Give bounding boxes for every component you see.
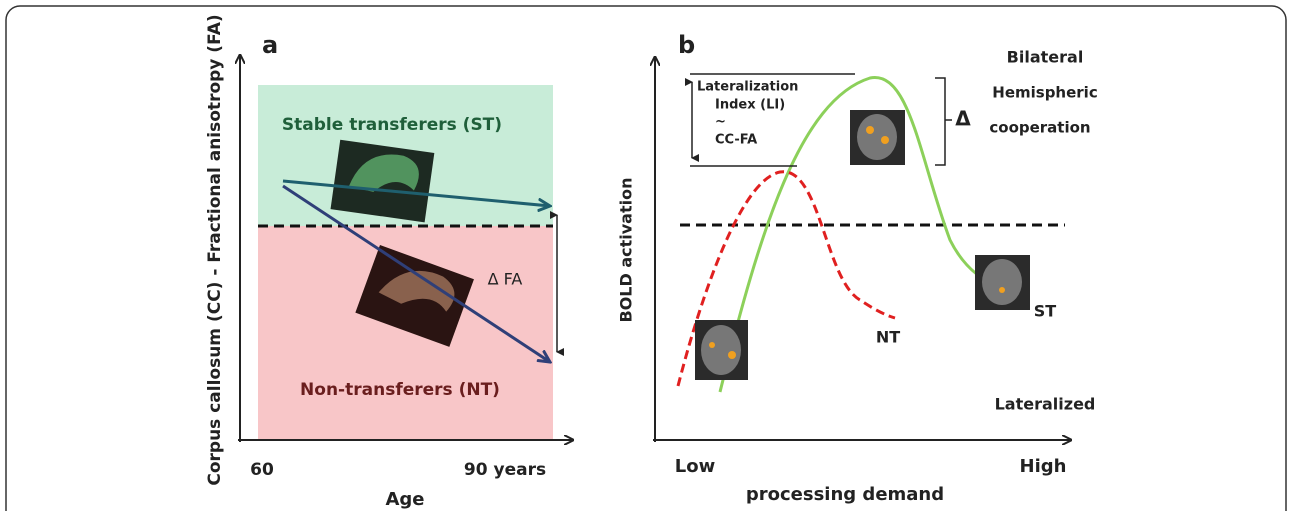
x-tick-label: High [1020, 456, 1067, 477]
panel-label: a [262, 31, 278, 59]
nt-label: NT [876, 328, 900, 347]
st-label: ST [1034, 302, 1057, 321]
cooperation-label: Hemispheric [992, 84, 1097, 102]
li-text: ~ [715, 115, 726, 130]
group-label: Non-transferers (NT) [300, 380, 500, 400]
lateralized-label: Lateralized [995, 395, 1096, 414]
delta-label: Δ FA [488, 270, 523, 289]
frame [6, 6, 1286, 511]
li-text: Index (LI) [715, 98, 785, 113]
bracket [935, 78, 952, 165]
group-label: Stable transferers (ST) [282, 115, 502, 135]
li-text: Lateralization [697, 80, 798, 95]
panel-label: b [678, 31, 695, 59]
bilateral-label: Bilateral [1007, 48, 1084, 67]
brain-image [331, 140, 435, 223]
figure: a Stable transferers (ST) Non-transferer… [0, 0, 1292, 511]
y-axis-label: BOLD activation [617, 178, 636, 323]
li-text: CC-FA [715, 133, 757, 148]
delta-label: Δ [955, 107, 971, 131]
x-axis-label: Age [385, 489, 424, 510]
x-tick-label: 60 [250, 460, 274, 480]
x-axis-label: processing demand [746, 484, 944, 505]
x-tick-label: Low [675, 456, 715, 477]
x-tick-label: 90 years [464, 460, 546, 480]
y-axis-label: Corpus callosum (CC) - Fractional anisot… [205, 14, 225, 485]
cooperation-label: cooperation [989, 119, 1090, 137]
